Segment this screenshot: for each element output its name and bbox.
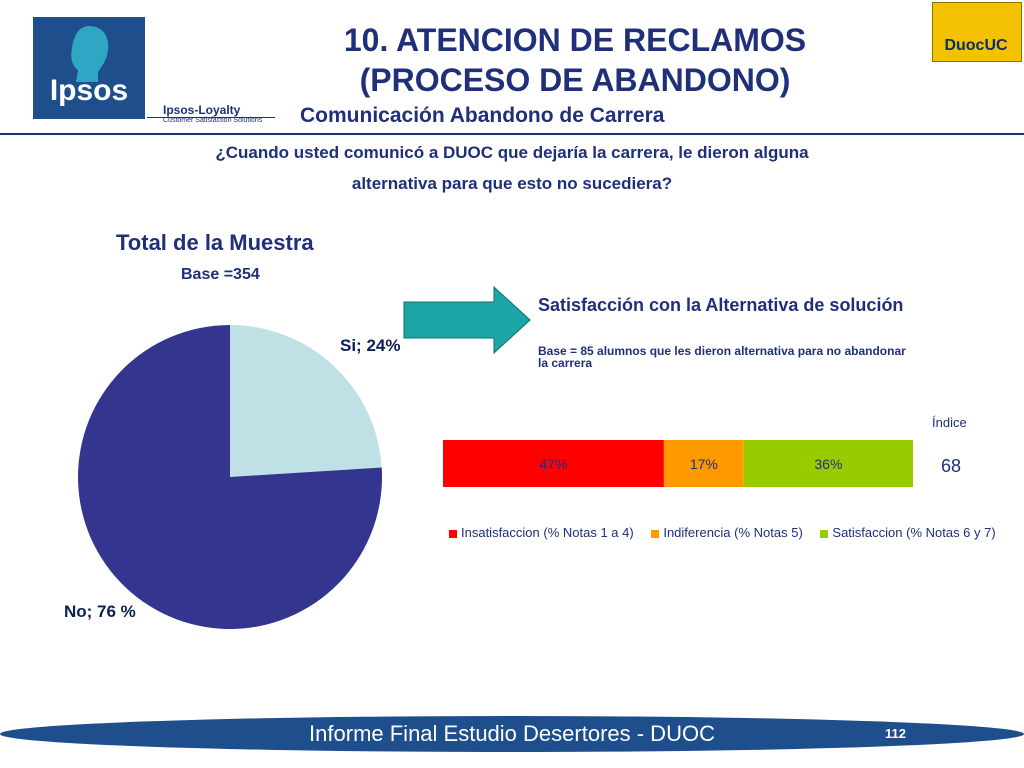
legend-label: Insatisfaccion (% Notas 1 a 4) [461,525,634,540]
legend-swatch-orange [651,529,660,538]
bar-segment-3 [743,440,913,487]
question-line1: ¿Cuando usted comunicó a DUOC que dejarí… [215,143,809,162]
footer-text: Informe Final Estudio Desertores - DUOC [309,721,715,746]
bar-data-label-2: 17% [690,456,718,472]
indice-label: Índice [932,415,967,430]
total-sample-base: Base =354 [181,266,260,283]
duoc-logo-text: DuocUC [944,37,1008,54]
page-subtitle: Comunicación Abandono de Carrera [300,104,665,127]
satisfaction-base: Base = 85 alumnos que les dieron alterna… [538,344,906,370]
ipsos-logo-text: Ipsos [49,74,129,107]
satisfaction-title: Satisfacción con la Alternativa de soluc… [538,295,904,315]
bar-data-label-3: 36% [814,456,842,472]
loyalty-divider [147,117,275,118]
bar-legend: Insatisfaccion (% Notas 1 a 4) Indiferen… [449,525,1019,540]
page-title-line2: (PROCESO DE ABANDONO) [359,62,791,98]
loyalty-tagline: Customer Satisfaction Solutions [163,117,263,124]
footer-band [0,716,1024,752]
arrow-right-icon [403,285,531,355]
indice-value: 68 [941,456,962,476]
bar-segment-1 [443,440,664,487]
pie-chart [78,325,382,629]
legend-label: Indiferencia (% Notas 5) [663,525,803,540]
loyalty-name: Ipsos-Loyalty [163,103,241,117]
header-rule [0,133,1024,135]
duoc-logo [932,2,1022,62]
legend-swatch-red [449,529,457,538]
pie-label-si: Si; 24% [340,336,401,355]
legend-swatch-green [820,529,829,538]
page-title-line1: 10. ATENCION DE RECLAMOS [343,22,807,58]
legend-item-satisfaccion: Satisfaccion (% Notas 6 y 7) [820,525,996,540]
pie-slice-si [230,325,382,477]
legend-item-indiferencia: Indiferencia (% Notas 5) [651,525,803,540]
stacked-bar-chart: 47% 17% 36% [443,440,913,487]
legend-label: Satisfaccion (% Notas 6 y 7) [832,525,996,540]
pie-label-no: No; 76 % [64,602,136,621]
page-number: 112 [885,726,906,741]
pie-slice-no [78,325,382,629]
legend-item-insatisfaccion: Insatisfaccion (% Notas 1 a 4) [449,525,634,540]
bar-data-label-1: 47% [539,456,567,472]
bar-segment-2 [663,440,744,487]
question-line2: alternativa para que esto no sucediera? [351,174,673,193]
total-sample-title: Total de la Muestra [116,230,314,255]
ipsos-face-icon [71,26,109,82]
